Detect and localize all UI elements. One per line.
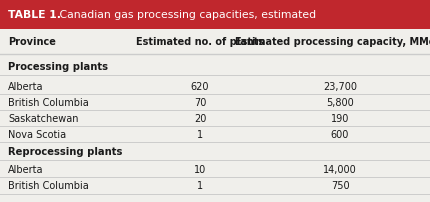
Text: Nova Scotia: Nova Scotia [8,129,66,139]
Text: Processing plants: Processing plants [8,62,108,72]
Text: 20: 20 [194,114,206,123]
Text: Alberta: Alberta [8,164,43,174]
Text: Reprocessing plants: Reprocessing plants [8,146,122,156]
Text: Estimated processing capacity, MMcfd: Estimated processing capacity, MMcfd [234,37,430,47]
Text: TABLE 1.: TABLE 1. [8,10,61,20]
Text: Saskatchewan: Saskatchewan [8,114,78,123]
Text: 750: 750 [330,180,348,190]
Text: British Columbia: British Columbia [8,98,89,107]
Text: 70: 70 [194,98,206,107]
Text: Alberta: Alberta [8,82,43,92]
Text: 190: 190 [330,114,348,123]
Text: 10: 10 [194,164,206,174]
Text: 5,800: 5,800 [326,98,353,107]
Text: 14,000: 14,000 [322,164,356,174]
Text: 23,700: 23,700 [322,82,356,92]
Text: Estimated no. of plants: Estimated no. of plants [135,37,264,47]
Text: 600: 600 [330,129,348,139]
Text: Canadian gas processing capacities, estimated: Canadian gas processing capacities, esti… [56,10,315,20]
Text: 620: 620 [190,82,209,92]
Text: Province: Province [8,37,56,47]
Text: British Columbia: British Columbia [8,180,89,190]
Text: 1: 1 [197,129,203,139]
Text: 1: 1 [197,180,203,190]
Bar [0,0,430,30]
